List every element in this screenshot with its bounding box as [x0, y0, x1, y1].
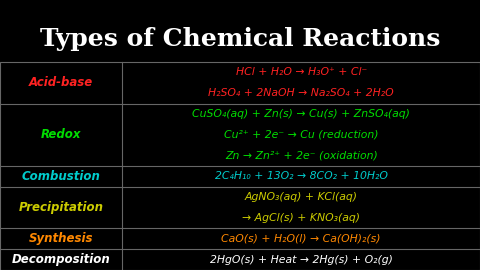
- Text: HCl + H₂O → H₃O⁺ + Cl⁻: HCl + H₂O → H₃O⁺ + Cl⁻: [236, 68, 367, 77]
- Text: Types of Chemical Reactions: Types of Chemical Reactions: [40, 27, 440, 51]
- Bar: [0, 62, 480, 270]
- Text: Acid-base: Acid-base: [29, 76, 93, 89]
- Text: Synthesis: Synthesis: [29, 232, 94, 245]
- Text: 2HgO(s) + Heat → 2Hg(s) + O₂(g): 2HgO(s) + Heat → 2Hg(s) + O₂(g): [210, 255, 393, 265]
- Text: Combustion: Combustion: [22, 170, 101, 183]
- Text: Decomposition: Decomposition: [12, 253, 110, 266]
- Text: CuSO₄(aq) + Zn(s) → Cu(s) + ZnSO₄(aq): CuSO₄(aq) + Zn(s) → Cu(s) + ZnSO₄(aq): [192, 109, 410, 119]
- Text: H₂SO₄ + 2NaOH → Na₂SO₄ + 2H₂O: H₂SO₄ + 2NaOH → Na₂SO₄ + 2H₂O: [208, 88, 394, 98]
- Text: Zn → Zn²⁺ + 2e⁻ (oxidation): Zn → Zn²⁺ + 2e⁻ (oxidation): [225, 151, 378, 161]
- Text: Precipitation: Precipitation: [19, 201, 104, 214]
- Text: 2C₄H₁₀ + 13O₂ → 8CO₂ + 10H₂O: 2C₄H₁₀ + 13O₂ → 8CO₂ + 10H₂O: [215, 171, 388, 181]
- Text: CaO(s) + H₂O(l) → Ca(OH)₂(s): CaO(s) + H₂O(l) → Ca(OH)₂(s): [221, 234, 381, 244]
- Text: Redox: Redox: [41, 128, 82, 141]
- Text: Cu²⁺ + 2e⁻ → Cu (reduction): Cu²⁺ + 2e⁻ → Cu (reduction): [224, 130, 378, 140]
- Text: AgNO₃(aq) + KCl(aq): AgNO₃(aq) + KCl(aq): [245, 192, 358, 202]
- Text: → AgCl(s) + KNO₃(aq): → AgCl(s) + KNO₃(aq): [242, 213, 360, 223]
